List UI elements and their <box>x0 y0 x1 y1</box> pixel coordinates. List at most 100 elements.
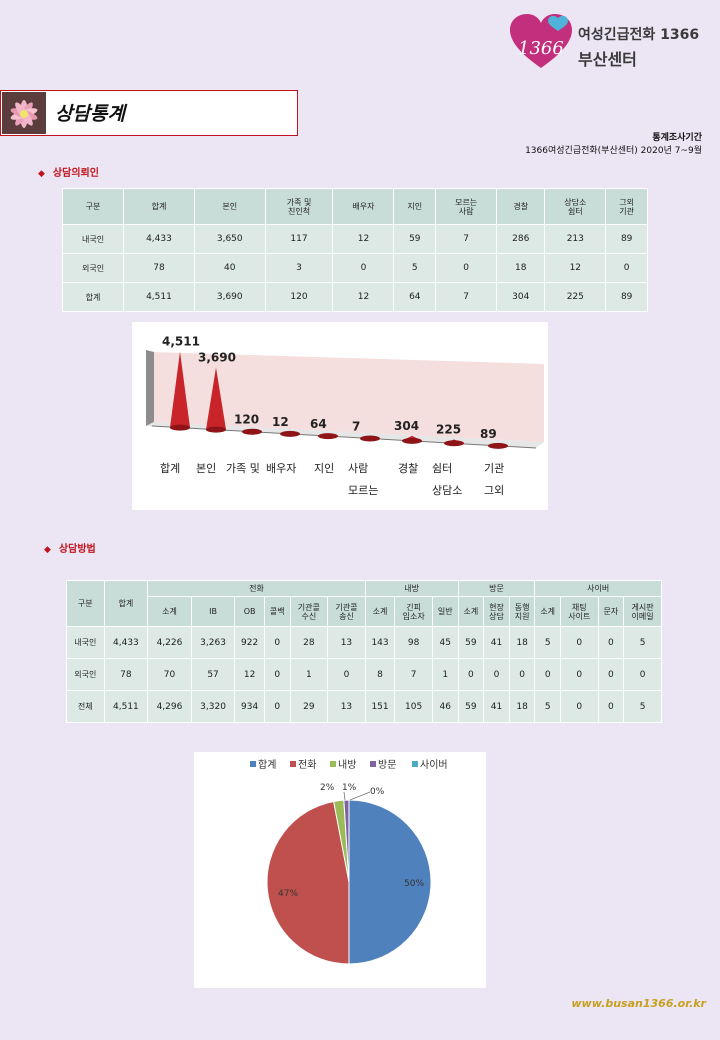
data-cell: 286 <box>496 224 546 254</box>
method-pie-chart: 합계 전화 내방 방문 사이버 50% 47% 2% 1% 0% <box>250 759 448 965</box>
tick-label: 경찰 <box>398 462 418 475</box>
subheader-cell: 기관콜 수신 <box>289 596 329 627</box>
pie-data-label: 47% <box>278 889 298 899</box>
header-cell: 합계 <box>103 580 149 627</box>
tick-label: 모르는 <box>348 484 378 497</box>
legend-label: 방문 <box>378 759 396 771</box>
pie-slice <box>348 799 432 965</box>
data-cell: 78 <box>123 253 195 283</box>
data-cell: 18 <box>508 626 536 659</box>
data-cell: 0 <box>263 690 291 723</box>
row-label: 전체 <box>66 690 105 723</box>
data-cell: 5 <box>534 690 561 723</box>
data-cell: 40 <box>193 253 266 283</box>
method-chart: 합계 전화 내방 방문 사이버 50% 47% 2% 1% 0% <box>194 752 486 988</box>
subheader-cell: 문자 <box>597 596 625 627</box>
data-cell: 7 <box>394 658 433 691</box>
section-heading-clients: ◆ 상담의뢰인 <box>38 164 99 179</box>
data-cell: 105 <box>394 690 433 723</box>
data-cell: 0 <box>605 253 648 283</box>
data-cell: 12 <box>234 658 265 691</box>
subheader-cell: 소계 <box>147 596 192 627</box>
subheader-cell: 콜백 <box>263 596 291 627</box>
data-cell: 1 <box>289 658 329 691</box>
subheader-cell: OB <box>234 596 265 627</box>
data-cell: 5 <box>393 253 437 283</box>
data-cell: 7 <box>435 282 498 312</box>
data-cell: 46 <box>431 690 459 723</box>
tick-label: 기관 <box>484 462 504 475</box>
data-cell: 0 <box>263 626 291 659</box>
data-cell: 213 <box>544 224 607 254</box>
data-cell: 59 <box>457 690 485 723</box>
data-cell: 117 <box>264 224 334 254</box>
data-label: 4,511 <box>162 335 200 349</box>
data-cell: 3,320 <box>190 690 236 723</box>
data-cell: 0 <box>623 658 662 691</box>
tick-label: 사람 <box>348 462 368 475</box>
cone-base <box>402 437 422 444</box>
data-cell: 0 <box>508 658 536 691</box>
legend-swatch <box>290 761 296 767</box>
data-cell: 0 <box>457 658 485 691</box>
data-cell: 0 <box>597 658 625 691</box>
subheader-cell: 채팅 사이트 <box>559 596 599 627</box>
header-cell: 상담소 쉼터 <box>544 188 607 225</box>
subheader-cell: 현장 상담 <box>483 596 510 627</box>
data-cell: 0 <box>263 658 291 691</box>
title-box: 상담통계 <box>0 90 298 136</box>
cone-base <box>206 426 226 433</box>
data-cell: 0 <box>332 253 395 283</box>
data-cell: 934 <box>234 690 265 723</box>
page-title: 상담통계 <box>55 103 125 125</box>
section-heading-methods: ◆ 상담방법 <box>44 540 96 555</box>
cone-base <box>360 435 380 442</box>
data-cell: 0 <box>559 658 599 691</box>
row-label: 외국인 <box>66 658 105 691</box>
data-cell: 41 <box>483 690 510 723</box>
data-cell: 0 <box>597 690 625 723</box>
data-label: 3,690 <box>198 350 236 364</box>
tick-label: 배우자 <box>266 462 296 475</box>
data-cell: 143 <box>364 626 396 659</box>
table-row: 합계 4,511 3,690 120 12 64 7 304 225 89 <box>61 282 648 312</box>
header-cell: 가족 및 친인척 <box>264 188 334 225</box>
legend-label: 사이버 <box>420 759 448 771</box>
data-cell: 0 <box>327 658 366 691</box>
tick-label: 본인 <box>196 462 216 475</box>
data-cell: 8 <box>364 658 396 691</box>
row-label: 내국인 <box>61 224 125 254</box>
footer-url[interactable]: www.busan1366.or.kr <box>571 997 706 1010</box>
subheader-cell: IB <box>190 596 236 627</box>
data-cell: 41 <box>483 626 510 659</box>
data-cell: 0 <box>597 626 625 659</box>
data-cell: 4,511 <box>103 690 149 723</box>
client-chart: 4,511 3,690 120 12 64 7 304 225 89 합계 본인 가족 및 배우자 지인 사… <box>132 322 548 510</box>
data-label: 7 <box>352 419 360 433</box>
data-cell: 89 <box>605 224 648 254</box>
subheader-cell: 소계 <box>364 596 396 627</box>
subheader-cell: 게시판 이메일 <box>623 596 662 627</box>
header-cell: 전화 <box>147 580 366 597</box>
data-cell: 12 <box>332 224 395 254</box>
subheader-cell: 소계 <box>534 596 561 627</box>
table-row: 전체 4,511 4,296 3,320 934 0 29 13 151 105 46 59 41 18 5… <box>66 690 662 723</box>
cone-base <box>242 428 262 435</box>
data-label: 120 <box>234 413 259 427</box>
table-header-row: 구분 합계 본인 가족 및 친인척 배우자 지인 모르는 사람 경찰 상담소 쉼터 그외 기관 <box>61 188 648 225</box>
flower-photo-icon <box>2 92 46 134</box>
data-cell: 225 <box>544 282 607 312</box>
data-cell: 922 <box>234 626 265 659</box>
period-title: 통계조사기간 <box>652 133 702 143</box>
tick-label: 합계 <box>160 462 180 475</box>
cone-base <box>318 433 338 440</box>
legend-label: 내방 <box>338 759 356 771</box>
data-cell: 120 <box>264 282 334 312</box>
data-cell: 89 <box>605 282 648 312</box>
data-cell: 98 <box>394 626 433 659</box>
header-cell: 경찰 <box>496 188 546 225</box>
data-cell: 18 <box>508 690 536 723</box>
data-cell: 78 <box>103 658 149 691</box>
data-cell: 5 <box>623 690 662 723</box>
leader-line <box>349 791 371 801</box>
